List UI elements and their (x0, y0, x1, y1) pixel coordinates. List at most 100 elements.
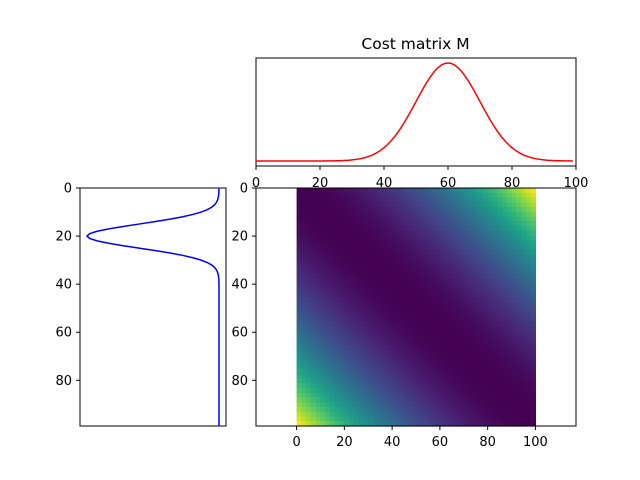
heatmap-cell (349, 302, 355, 308)
heatmap-cell (497, 264, 503, 270)
heatmap-cell (387, 287, 393, 294)
heatmap-cell (497, 192, 503, 199)
heatmap-cell (310, 345, 317, 351)
heatmap-cell (478, 383, 484, 389)
heatmap-cell (525, 221, 532, 227)
heatmap-cell (334, 378, 341, 384)
heatmap-cell (487, 235, 494, 241)
heatmap-cell (411, 378, 417, 384)
heatmap-cell (478, 416, 484, 422)
heatmap-cell (368, 402, 374, 408)
heatmap-cell (463, 259, 470, 265)
heatmap-cell (420, 345, 427, 351)
heatmap-cell (487, 202, 494, 208)
heatmap-cell (411, 421, 417, 427)
heatmap-cell (353, 378, 360, 384)
heatmap-cell (516, 378, 522, 384)
heatmap-cell (349, 311, 355, 318)
heatmap-cell (349, 335, 355, 341)
heatmap-cell (497, 373, 503, 379)
heatmap-cell (444, 354, 451, 360)
heatmap-cell (482, 287, 489, 294)
heatmap-cell (444, 397, 451, 403)
heatmap-cell (521, 387, 527, 394)
heatmap-cell (396, 221, 403, 227)
heatmap-cell (392, 264, 398, 270)
heatmap-cell (406, 254, 412, 260)
heatmap-cell (344, 421, 350, 427)
heatmap-cell (516, 226, 522, 232)
heatmap-cell (334, 249, 341, 256)
heatmap-cell (363, 197, 369, 203)
heatmap-y-tick-label: 60 (231, 326, 248, 341)
heatmap-cell (416, 326, 422, 332)
heatmap-cell (478, 188, 484, 194)
heatmap-cell (310, 307, 317, 313)
heatmap-cell (353, 235, 360, 241)
heatmap-cell (358, 192, 365, 199)
heatmap-cell (416, 392, 422, 399)
heatmap-cell (478, 287, 484, 294)
heatmap-cell (392, 340, 398, 346)
heatmap-cell (425, 326, 431, 332)
top-x-tick-label: 100 (564, 176, 589, 191)
heatmap-cell (349, 359, 355, 365)
heatmap-cell (439, 330, 446, 337)
heatmap-cell (353, 359, 360, 365)
heatmap-cell (320, 330, 326, 337)
heatmap-cell (377, 192, 384, 199)
heatmap-cell (530, 259, 537, 265)
heatmap-cell (497, 240, 503, 246)
heatmap-cell (401, 316, 408, 322)
heatmap-cell (406, 378, 412, 384)
heatmap-cell (530, 311, 537, 318)
heatmap-cell (353, 335, 360, 341)
heatmap-cell (497, 349, 503, 356)
heatmap-cell (435, 278, 441, 284)
heatmap-cell (368, 235, 374, 241)
heatmap-cell (334, 402, 341, 408)
heatmap-cell (339, 397, 345, 403)
heatmap-cell (344, 378, 350, 384)
heatmap-cell (435, 268, 441, 275)
heatmap-cell (521, 235, 527, 241)
heatmap-cell (330, 406, 336, 413)
heatmap-cell (525, 316, 532, 322)
heatmap-cell (382, 283, 388, 289)
heatmap-cell (325, 287, 331, 294)
heatmap-cell (530, 349, 537, 356)
heatmap-cell (525, 249, 532, 256)
heatmap-cell (482, 230, 489, 237)
heatmap-cell (420, 207, 427, 213)
heatmap-cell (458, 226, 465, 232)
heatmap-cell (406, 211, 412, 218)
heatmap-cell (411, 345, 417, 351)
heatmap-cell (473, 302, 479, 308)
heatmap-cell (368, 359, 374, 365)
heatmap-cell (358, 297, 365, 303)
heatmap-cell (416, 278, 422, 284)
heatmap-cell (358, 226, 365, 232)
heatmap-cell (497, 278, 503, 284)
heatmap-cell (482, 188, 489, 194)
heatmap-cell (420, 264, 427, 270)
heatmap-cell (506, 311, 513, 318)
heatmap-cell (530, 354, 537, 360)
heatmap-cell (501, 245, 508, 251)
heatmap-cell (473, 254, 479, 260)
heatmap-cell (454, 383, 460, 389)
heatmap-cell (525, 326, 532, 332)
heatmap-cell (420, 216, 427, 222)
heatmap-cell (315, 335, 322, 341)
heatmap-cell (425, 249, 431, 256)
heatmap-cell (478, 249, 484, 256)
heatmap-cell (310, 188, 317, 194)
heatmap-cell (449, 316, 455, 322)
heatmap-cell (301, 216, 307, 222)
heatmap-cell (430, 421, 436, 427)
heatmap-cell (525, 307, 532, 313)
heatmap-cell (525, 421, 532, 427)
heatmap-cell (353, 397, 360, 403)
heatmap-cell (439, 392, 446, 399)
